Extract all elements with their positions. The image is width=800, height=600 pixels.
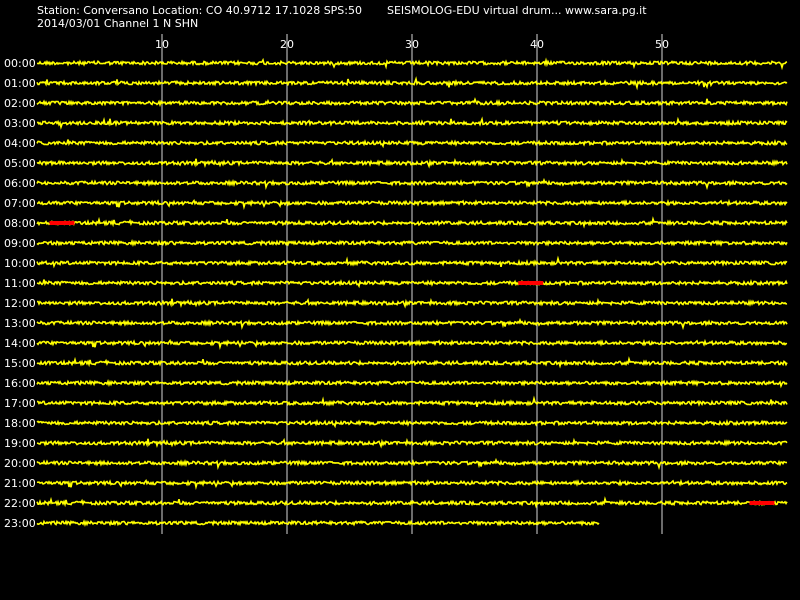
- trace-line: [36, 216, 788, 229]
- hour-label: 20:00: [4, 457, 36, 470]
- hour-label: 17:00: [4, 397, 36, 410]
- trace-line: [36, 338, 788, 351]
- hour-label: 00:00: [4, 57, 36, 70]
- trace-line: [36, 76, 788, 91]
- hour-label: 23:00: [4, 517, 36, 530]
- trace-line: [36, 418, 788, 429]
- hour-label: 06:00: [4, 177, 36, 190]
- trace-line: [36, 255, 788, 269]
- hour-label: 11:00: [4, 277, 36, 290]
- trace-line: [36, 278, 788, 289]
- hour-label: 13:00: [4, 317, 36, 330]
- minute-tick-label: 20: [280, 38, 294, 51]
- trace-line: [36, 519, 600, 528]
- trace-line: [36, 317, 788, 331]
- date-channel-info: 2014/03/01 Channel 1 N SHN: [37, 17, 199, 30]
- hour-label: 03:00: [4, 117, 36, 130]
- minute-tick-label: 30: [405, 38, 419, 51]
- trace-line: [36, 356, 788, 369]
- hour-label: 05:00: [4, 157, 36, 170]
- trace-line: [36, 379, 788, 389]
- minute-tick-label: 10: [155, 38, 169, 51]
- trace-line: [36, 198, 788, 211]
- hour-label: 19:00: [4, 437, 36, 450]
- hour-label: 01:00: [4, 77, 36, 90]
- station-info: Station: Conversano Location: CO 40.9712…: [37, 4, 362, 17]
- trace-line: [36, 478, 788, 491]
- trace-line: [36, 97, 788, 108]
- hour-label: 12:00: [4, 297, 36, 310]
- hour-label: 08:00: [4, 217, 36, 230]
- trace-line: [36, 395, 788, 408]
- hour-label: 14:00: [4, 337, 36, 350]
- event-marker: [518, 281, 544, 285]
- trace-line: [36, 138, 788, 149]
- trace-line: [36, 177, 788, 191]
- hour-label: 16:00: [4, 377, 36, 390]
- product-title: SEISMOLOG-EDU virtual drum... www.sara.p…: [387, 4, 647, 17]
- hour-label: 10:00: [4, 257, 36, 270]
- minute-tick-label: 40: [530, 38, 544, 51]
- trace-line: [36, 437, 788, 449]
- trace-line: [36, 239, 788, 248]
- trace-line: [36, 297, 788, 309]
- hour-label: 02:00: [4, 97, 36, 110]
- trace-line: [36, 116, 788, 130]
- hour-label: 22:00: [4, 497, 36, 510]
- hour-label: 18:00: [4, 417, 36, 430]
- hour-label: 15:00: [4, 357, 36, 370]
- event-marker: [749, 501, 775, 505]
- trace-line: [36, 157, 788, 169]
- hour-label: 07:00: [4, 197, 36, 210]
- hour-label: 04:00: [4, 137, 36, 150]
- hour-label: 21:00: [4, 477, 36, 490]
- trace-line: [36, 457, 788, 471]
- trace-line: [36, 57, 788, 71]
- minute-tick-label: 50: [655, 38, 669, 51]
- trace-line: [36, 496, 788, 509]
- hour-label: 09:00: [4, 237, 36, 250]
- event-marker: [49, 221, 75, 225]
